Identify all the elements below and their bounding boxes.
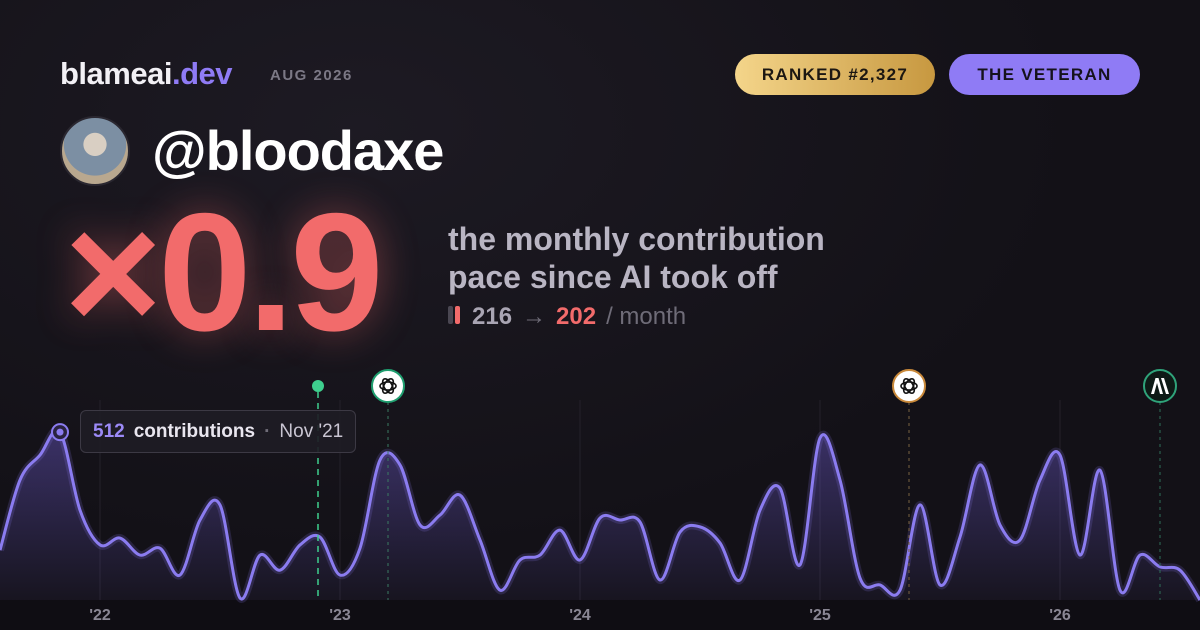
rank-badge: RANKED #2,327 (735, 54, 935, 95)
brand: blameai.dev (60, 56, 232, 92)
tooltip-date: Nov '21 (279, 420, 344, 442)
event-dot (312, 380, 324, 392)
plot (0, 423, 1200, 603)
openai-icon (892, 369, 926, 403)
pace-before: 216 (472, 303, 513, 330)
pace-unit: / month (606, 303, 687, 330)
description-line: pace since AI took off (448, 259, 778, 295)
event-markers (312, 369, 1177, 600)
pace-after: 202 (556, 303, 597, 330)
x-tick-label: '24 (569, 607, 591, 624)
site-tld: .dev (171, 56, 233, 91)
anthropic-icon (1143, 369, 1177, 403)
x-tick-label: '22 (89, 607, 111, 624)
tooltip-separator: · (264, 420, 271, 442)
x-tick-label: '26 (1049, 607, 1071, 624)
tooltip-label: contributions (133, 420, 256, 442)
avatar (60, 116, 130, 186)
pace: 216 → 202 / month (448, 303, 686, 331)
highlight-core (56, 428, 64, 436)
multiplier: ×0.9 (64, 178, 384, 366)
pace-arrow: → (522, 303, 547, 330)
description-line: the monthly contribution (448, 221, 825, 257)
x-tick-label: '23 (329, 607, 351, 624)
report-date: AUG 2026 (270, 67, 353, 84)
area (0, 430, 1200, 600)
line (0, 428, 1200, 601)
x-tick-label: '25 (809, 607, 831, 624)
title-badge: THE VETERAN (949, 54, 1140, 95)
openai-icon (371, 369, 405, 403)
axis-strip (0, 600, 1200, 630)
handle: @bloodaxe (152, 119, 444, 182)
description: the monthly contribution pace since AI t… (448, 220, 825, 296)
site-name: blameai (60, 56, 172, 91)
tooltip-value: 512 (93, 420, 125, 442)
pace-legend (448, 303, 462, 331)
tooltip: 512 contributions · Nov '21 (80, 410, 357, 453)
